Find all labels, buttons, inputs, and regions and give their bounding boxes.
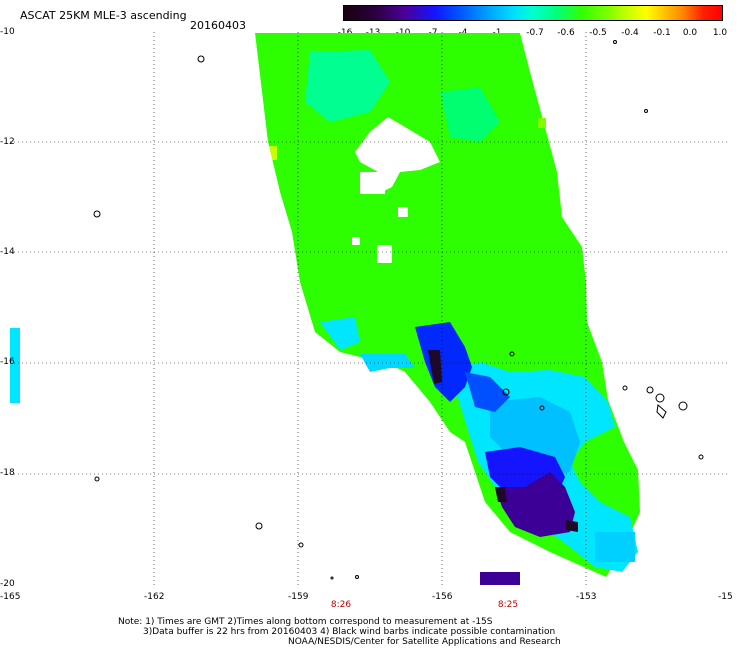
swath-aqua-patch bbox=[305, 50, 390, 122]
lon-label: -165 bbox=[0, 592, 21, 602]
swath-cyan-block bbox=[595, 532, 635, 562]
lon-label: -162 bbox=[144, 592, 165, 602]
swath-blue-region bbox=[415, 322, 472, 402]
colorbar-label: 0.0 bbox=[682, 28, 698, 38]
lat-label: -18 bbox=[0, 468, 15, 478]
island-outline bbox=[197, 55, 205, 63]
time-label: 8:25 bbox=[497, 600, 519, 610]
island-outline bbox=[502, 388, 510, 396]
island-outline bbox=[255, 522, 263, 530]
island-outline bbox=[539, 405, 545, 411]
lon-label: -159 bbox=[288, 592, 309, 602]
island-outline bbox=[622, 385, 628, 391]
colorbar-label: -0.7 bbox=[526, 28, 544, 38]
map-date: 20160403 bbox=[190, 19, 246, 32]
island-outline bbox=[698, 454, 704, 460]
colorbar-label: -0.4 bbox=[621, 28, 639, 38]
swath-dark-region bbox=[428, 350, 442, 384]
map-area bbox=[10, 32, 729, 585]
colorbar-label: -0.1 bbox=[653, 28, 671, 38]
island-outline bbox=[646, 386, 654, 394]
lat-label: -12 bbox=[0, 137, 15, 147]
colorbar bbox=[343, 5, 723, 21]
swath-speck bbox=[538, 118, 546, 128]
swath-aqua-patch bbox=[440, 87, 500, 142]
graticule bbox=[10, 32, 729, 585]
swath-blue-region bbox=[465, 372, 510, 412]
colorbar-label: -0.5 bbox=[589, 28, 607, 38]
swath-purple-region bbox=[495, 472, 575, 537]
swath-cyan-region bbox=[320, 317, 360, 350]
island-outline bbox=[509, 351, 515, 357]
lat-label: -16 bbox=[0, 357, 15, 367]
island-outline bbox=[656, 404, 667, 419]
note-line-1: Note: 1) Times are GMT 2)Times along bot… bbox=[118, 617, 493, 627]
swath-dark-region bbox=[495, 487, 507, 502]
note-line-2: 3)Data buffer is 22 hrs from 20160403 4)… bbox=[143, 627, 556, 637]
colorbar-label: 1.0 bbox=[712, 28, 728, 38]
lat-label: -10 bbox=[0, 27, 15, 37]
island-outline bbox=[93, 210, 101, 218]
time-label: 8:26 bbox=[330, 600, 352, 610]
island-outline bbox=[355, 575, 359, 579]
island-outline bbox=[644, 109, 648, 113]
swath-dark-region bbox=[565, 520, 578, 532]
wind-swath bbox=[10, 33, 640, 585]
lat-label: -20 bbox=[0, 579, 15, 589]
coastlines bbox=[93, 40, 704, 580]
lon-label: -156 bbox=[432, 592, 453, 602]
island-outline bbox=[613, 40, 617, 44]
swath-cyan-isolated bbox=[10, 328, 20, 403]
island-outline bbox=[298, 542, 304, 548]
island-outline bbox=[94, 476, 100, 482]
data-gap-west bbox=[255, 33, 280, 192]
island-outline bbox=[678, 401, 688, 411]
lon-label: -15 bbox=[718, 592, 733, 602]
island-outline bbox=[655, 393, 665, 403]
swath-purple-isolated bbox=[480, 572, 520, 585]
data-gaps bbox=[352, 117, 440, 263]
island-outline bbox=[330, 576, 334, 580]
colorbar-label: -0.6 bbox=[557, 28, 575, 38]
map-title: ASCAT 25KM MLE-3 ascending bbox=[20, 9, 187, 22]
footer-notes: Note: 1) Times are GMT 2)Times along bot… bbox=[118, 617, 561, 647]
note-line-3: NOAA/NESDIS/Center for Satellite Applica… bbox=[288, 637, 561, 647]
lon-label: -153 bbox=[576, 592, 597, 602]
lat-label: -14 bbox=[0, 247, 15, 257]
swath-speck bbox=[269, 146, 277, 160]
swath-cyan-region bbox=[360, 354, 415, 372]
